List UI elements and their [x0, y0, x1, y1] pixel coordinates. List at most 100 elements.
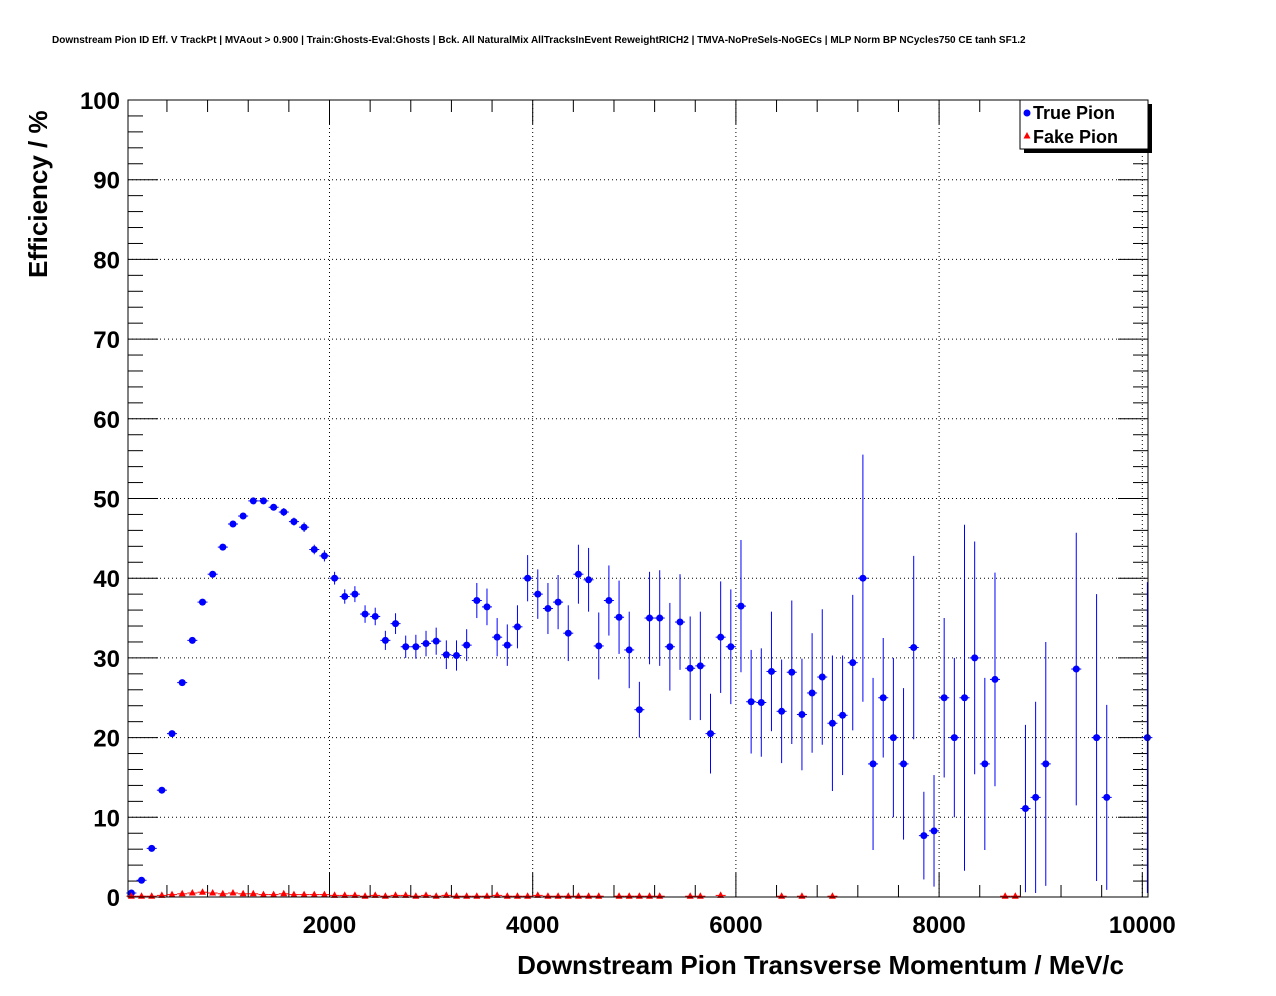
true-pion-point — [603, 565, 614, 636]
legend-marker-fake-pion — [1023, 132, 1031, 139]
point-marker — [920, 832, 928, 840]
point-marker — [686, 892, 694, 899]
fake-pion-point — [542, 892, 553, 899]
point-marker — [585, 892, 593, 899]
point-marker — [341, 593, 349, 601]
axis-ticks — [128, 99, 1148, 898]
point-marker — [544, 892, 552, 899]
point-marker — [615, 613, 623, 621]
point-marker — [1011, 892, 1019, 899]
legend-label-fake-pion: Fake Pion — [1033, 127, 1118, 147]
legend-marker-true-pion — [1023, 109, 1031, 117]
fake-pion-point — [715, 891, 726, 898]
point-marker — [138, 876, 146, 884]
true-pion-point — [136, 876, 147, 884]
true-pion-point — [288, 517, 299, 526]
point-marker — [513, 623, 521, 631]
point-marker — [473, 597, 481, 605]
true-pion-point — [400, 635, 411, 658]
point-marker — [595, 642, 603, 650]
point-marker — [635, 706, 643, 714]
point-marker — [727, 643, 735, 651]
point-marker — [534, 891, 542, 898]
y-axis-label: Efficiency / % — [23, 110, 53, 278]
true-pion-point — [156, 786, 167, 794]
point-marker — [331, 574, 339, 582]
point-marker — [158, 786, 166, 794]
true-pion-point — [695, 611, 706, 721]
true-pion-point — [654, 570, 665, 666]
true-pion-point — [573, 544, 584, 604]
fake-pion-point — [1010, 892, 1021, 899]
point-marker — [524, 892, 532, 899]
point-marker — [138, 892, 146, 899]
point-marker — [625, 892, 633, 899]
point-marker — [950, 734, 958, 742]
y-tick-label: 90 — [93, 168, 120, 195]
point-marker — [849, 659, 857, 667]
x-tick-label: 2000 — [303, 912, 356, 939]
true-pion-point — [624, 611, 635, 689]
point-marker — [351, 590, 359, 598]
point-marker — [259, 497, 267, 505]
fake-pion-point — [248, 889, 259, 897]
point-marker — [199, 598, 206, 606]
point-marker — [1032, 793, 1040, 801]
point-marker — [351, 891, 359, 898]
tick-labels: 0 10 20 30 40 50 60 70 80 90 100 2000 4000 6000 8000 10… — [80, 88, 1176, 939]
point-marker — [900, 760, 908, 768]
true-pion-point — [451, 640, 462, 671]
fake-pion-point — [573, 892, 584, 899]
true-pion-point — [827, 655, 838, 791]
fake-pion-point — [827, 892, 838, 899]
point-marker — [696, 892, 704, 899]
true-pion-point — [735, 539, 746, 673]
point-marker — [249, 497, 257, 505]
true-pion-point — [1101, 704, 1112, 890]
true-pion-point — [1030, 701, 1041, 894]
point-marker — [981, 760, 989, 768]
point-marker — [442, 651, 450, 659]
true-pion-point — [614, 580, 625, 654]
y-tick-label: 20 — [93, 726, 120, 753]
point-marker — [361, 892, 369, 899]
fake-pion-point — [380, 892, 391, 899]
point-marker — [564, 892, 572, 899]
fake-pion-point — [624, 892, 635, 899]
point-marker — [961, 694, 968, 702]
point-marker — [646, 614, 654, 622]
fake-pion-point — [299, 890, 310, 898]
point-marker — [991, 675, 999, 683]
true-pion-point — [634, 681, 645, 738]
true-pion-point — [512, 605, 523, 649]
point-marker — [828, 719, 836, 727]
point-marker — [544, 604, 552, 612]
point-marker — [361, 610, 369, 618]
fake-pion-point — [217, 889, 228, 897]
true-pion-point — [705, 693, 716, 774]
true-pion-point — [796, 658, 807, 771]
true-pion-point — [1091, 594, 1102, 882]
point-marker — [402, 643, 410, 651]
true-pion-point — [949, 657, 960, 818]
true-pion-point — [227, 520, 238, 528]
point-marker — [534, 590, 542, 598]
true-pion-point — [593, 612, 604, 680]
true-pion-point — [217, 543, 228, 551]
point-marker — [554, 892, 562, 899]
point-marker — [432, 892, 440, 899]
point-marker — [168, 730, 176, 738]
true-pion-point — [471, 582, 482, 619]
true-pion-point — [715, 581, 726, 693]
point-marker — [940, 694, 948, 702]
point-marker — [178, 889, 186, 897]
point-marker — [696, 662, 704, 670]
true-pion-point — [248, 497, 259, 505]
fake-pion-point — [492, 891, 503, 898]
true-pion-point — [370, 607, 381, 626]
point-marker — [625, 646, 633, 654]
fake-pion-point — [400, 891, 411, 898]
true-pion-point — [563, 605, 574, 662]
fake-pion-point — [207, 889, 218, 896]
grid — [128, 100, 1148, 897]
